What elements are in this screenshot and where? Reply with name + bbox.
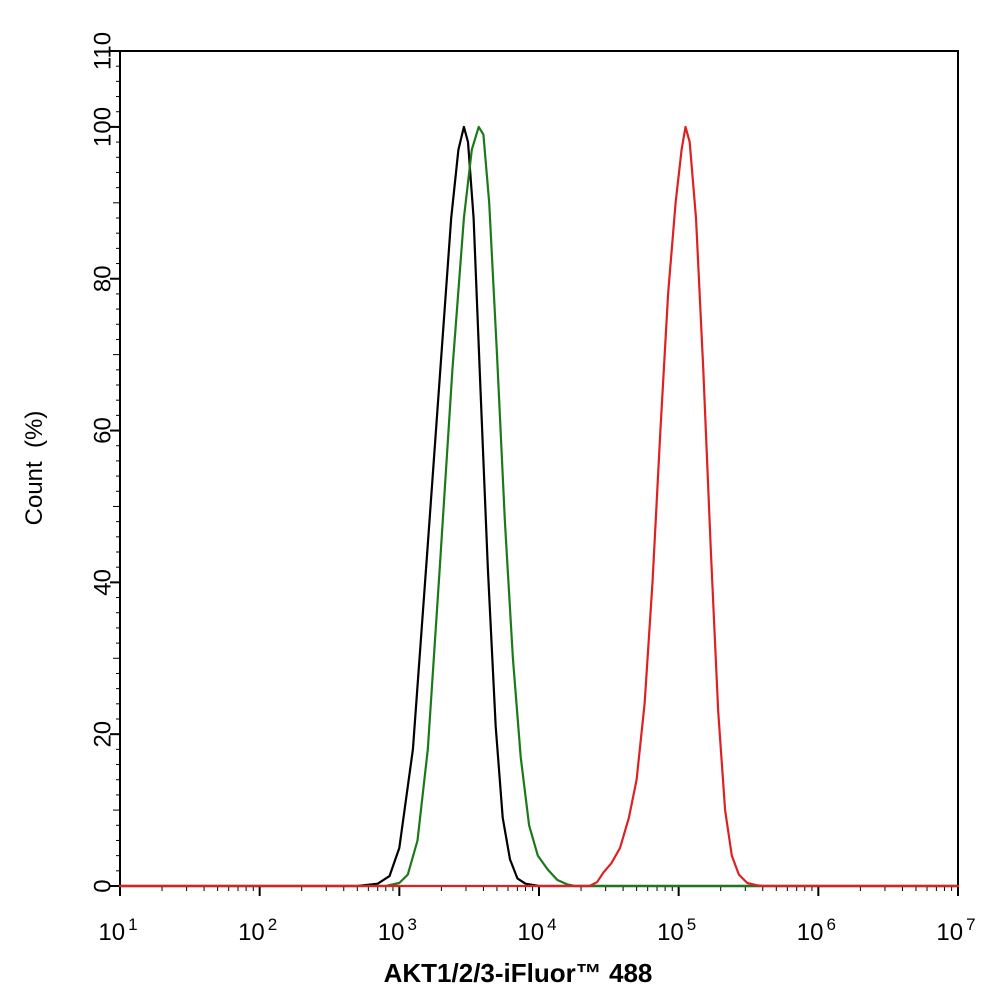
y-axis-title: Count (%) <box>21 411 48 526</box>
series-line-1 <box>118 125 960 888</box>
x-axis-title: AKT1/2/3-iFluor™ 488 <box>384 958 653 988</box>
y-tick-label: 0 <box>89 879 116 892</box>
x-tick-label: 10 4 <box>517 915 556 946</box>
y-tick-label: 110 <box>89 32 116 70</box>
y-tick-label: 20 <box>89 721 116 748</box>
series-line-2 <box>118 125 960 888</box>
y-tick-label: 40 <box>89 569 116 596</box>
y-axis-ticks: 0 20 40 60 80 100 110 <box>89 32 120 893</box>
y-tick-label: 60 <box>89 417 116 444</box>
y-tick-label: 100 <box>89 107 116 147</box>
x-axis-ticks: 10 1 10 2 10 3 10 4 10 5 10 6 10 7 <box>98 886 976 946</box>
y-tick-label: 80 <box>89 265 116 292</box>
x-tick-label: 10 1 <box>98 915 137 946</box>
x-tick-label: 10 3 <box>378 915 417 946</box>
x-tick-label: 10 6 <box>797 915 836 946</box>
plot-frame <box>119 50 959 887</box>
series-layer <box>118 125 960 888</box>
x-tick-label: 10 7 <box>936 915 975 946</box>
x-tick-label: 10 2 <box>238 915 277 946</box>
x-tick-label: 10 5 <box>657 915 696 946</box>
series-line-3 <box>118 125 960 888</box>
